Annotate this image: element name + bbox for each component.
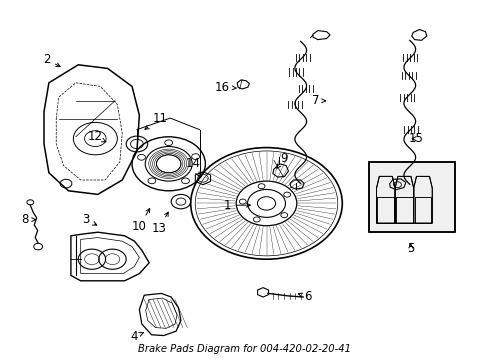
Text: 2: 2: [42, 53, 60, 67]
Circle shape: [191, 154, 199, 159]
Text: 1: 1: [223, 199, 250, 212]
Text: 6: 6: [298, 291, 311, 303]
Circle shape: [181, 178, 189, 184]
Text: 4: 4: [130, 330, 143, 343]
Text: 10: 10: [132, 208, 149, 233]
Text: 11: 11: [145, 112, 167, 129]
Text: 9: 9: [276, 152, 287, 168]
Text: 7: 7: [311, 94, 325, 107]
Circle shape: [164, 140, 172, 145]
Text: 15: 15: [407, 132, 422, 145]
Bar: [368, 162, 454, 232]
Text: 14: 14: [185, 157, 200, 176]
Text: 16: 16: [215, 81, 236, 94]
Text: Brake Pads Diagram for 004-420-02-20-41: Brake Pads Diagram for 004-420-02-20-41: [138, 343, 350, 354]
Circle shape: [148, 178, 156, 184]
Text: 5: 5: [406, 242, 414, 255]
Text: 3: 3: [81, 213, 97, 226]
Text: 8: 8: [21, 213, 36, 226]
Text: 12: 12: [88, 130, 106, 143]
Text: 13: 13: [151, 212, 168, 235]
Bar: [368, 162, 454, 232]
Circle shape: [137, 154, 145, 160]
Bar: [368, 162, 454, 232]
